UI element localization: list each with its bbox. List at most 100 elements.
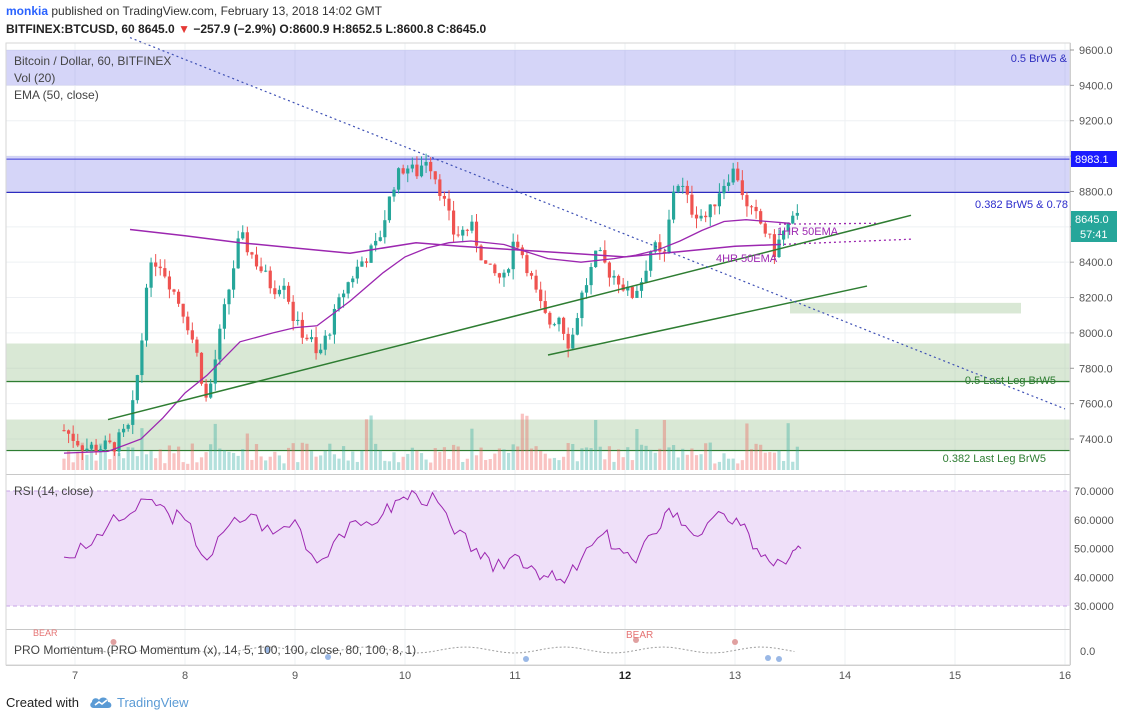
candle-body [594,250,598,268]
volume-bar [772,452,777,470]
volume-bar [616,449,621,470]
ema-4hr-line [129,228,780,258]
volume-bar [548,458,552,470]
candle-body [474,221,479,246]
momentum-axis-tick: 0.0 [1080,646,1095,658]
ema-legend[interactable]: EMA (50, close) [14,88,99,102]
candle-body [419,165,424,177]
volume-bar [749,449,754,470]
candle-body [685,185,689,195]
candle-body [543,301,547,313]
volume-bar [300,442,304,470]
current-price-text: 8645.0 [1075,214,1109,226]
volume-bar [584,447,589,470]
candle-body [181,303,185,317]
volume-bar [268,456,272,470]
volume-bar [740,460,744,470]
candle-body [401,168,405,174]
candle-body [781,230,786,240]
candle-body [566,333,570,349]
price-axis-tick: 7400.0 [1079,434,1113,446]
candle-body [571,334,575,349]
volume-bar [442,447,447,470]
volume-bar [768,452,772,470]
chart-frame [5,42,1071,666]
volume-bar [245,433,249,470]
volume-bar [594,419,598,470]
volume-bar [231,452,236,470]
candle-body [85,448,89,451]
candle-body [502,272,506,278]
volume-bar [94,460,98,470]
candle-body [745,195,749,207]
candle-body [649,251,653,271]
candle-body [227,289,231,305]
volume-bar [144,454,149,470]
volume-bar [630,460,634,470]
candle-body [795,212,799,216]
candle-body [493,264,497,274]
price-pane[interactable] [6,43,1070,473]
author-link[interactable]: monkia [6,4,49,18]
volume-bar [649,449,653,470]
volume-bar [736,463,740,470]
candle-body [763,223,767,234]
volume-bar [759,444,763,470]
volume-bar [158,449,162,470]
volume-bar [401,456,405,470]
candle-body [671,191,676,220]
volume-bar [543,453,547,470]
volume-bar [66,451,71,470]
volume-bar [754,443,758,470]
trend-line[interactable] [547,285,868,356]
price-axis-tick: 7600.0 [1079,399,1113,411]
candle-body [786,223,790,231]
candle-body [300,319,304,338]
rsi-axis-tick: 60.0000 [1074,515,1114,527]
volume-bar [282,463,286,470]
volume-bar [424,459,428,470]
rsi-axis[interactable]: 70.0000 60.0000 50.0000 40.0000 30.0000 [1074,486,1114,613]
momentum-dot [732,639,738,645]
momentum-dot [264,647,271,653]
volume-legend[interactable]: Vol (20) [14,71,55,85]
candle-body [76,440,80,446]
volume-bar [108,459,112,470]
candle-body [635,290,639,298]
volume-bar [296,462,300,470]
candle-body [80,445,84,451]
candle-body [328,334,332,336]
time-axis-tick: 7 [72,670,78,682]
time-axis-tick: 9 [292,670,298,682]
volume-bar [85,454,89,470]
volume-bar [429,462,433,470]
trend-line[interactable] [107,214,912,421]
candle-body [772,234,777,258]
candle-body [529,273,534,276]
candle-body [190,330,194,340]
tradingview-brand-link[interactable]: TradingView [117,695,189,710]
candle-body [465,229,469,231]
main-series-legend[interactable]: Bitcoin / Dollar, 60, BITFINEX [14,54,171,68]
momentum-dot [776,656,782,662]
candle-body [626,286,630,291]
ohlc-values: O:8600.9 H:8652.5 L:8600.8 C:8645.0 [279,22,487,36]
time-axis[interactable]: 7 8 9 10 11 12 13 14 15 16 [72,670,1071,682]
volume-bar [89,442,94,470]
price-axis[interactable]: 9600.09400.09200.09000.08800.08600.08400… [1070,45,1113,446]
tradingview-cloud-icon[interactable] [88,692,114,712]
momentum-legend[interactable]: PRO Momentum (PRO Momentum (x), 14, 5, 1… [14,643,416,657]
candle-body [172,289,176,292]
volume-bar [438,451,442,470]
candle-body [548,312,552,325]
rsi-legend[interactable]: RSI (14, close) [14,484,93,498]
volume-bar [163,463,167,470]
support-zone [6,343,1070,383]
candle-body [690,194,694,215]
candle-body [89,444,94,449]
volume-bar [667,447,671,470]
chart-canvas[interactable]: 9600.09400.09200.09000.08800.08600.08400… [0,0,1129,690]
indicator-lines [63,37,1066,454]
candle-body [754,206,758,212]
volume-bar [571,443,575,470]
